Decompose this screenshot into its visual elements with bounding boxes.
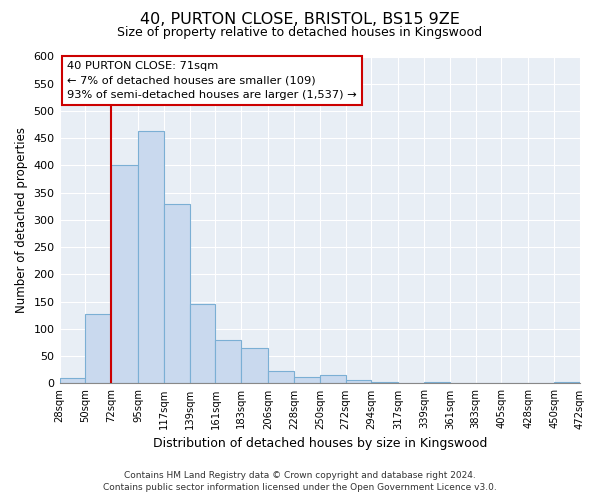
Text: Size of property relative to detached houses in Kingswood: Size of property relative to detached ho… (118, 26, 482, 39)
Bar (215, 340, 241, 384)
Y-axis label: Number of detached properties: Number of detached properties (15, 127, 28, 313)
Bar (371, 382, 398, 384)
Bar (138, 131, 164, 384)
Bar (59, 378, 85, 384)
Bar (241, 348, 268, 384)
Bar (294, 377, 320, 384)
Bar (190, 304, 215, 384)
Bar (268, 372, 294, 384)
Text: 40 PURTON CLOSE: 71sqm
← 7% of detached houses are smaller (109)
93% of semi-det: 40 PURTON CLOSE: 71sqm ← 7% of detached … (67, 62, 357, 100)
Text: Contains HM Land Registry data © Crown copyright and database right 2024.
Contai: Contains HM Land Registry data © Crown c… (103, 471, 497, 492)
Bar (164, 204, 190, 384)
Text: 40, PURTON CLOSE, BRISTOL, BS15 9ZE: 40, PURTON CLOSE, BRISTOL, BS15 9ZE (140, 12, 460, 28)
Bar (85, 314, 111, 384)
Bar (320, 374, 346, 384)
X-axis label: Distribution of detached houses by size in Kingswood: Distribution of detached houses by size … (152, 437, 487, 450)
Bar (554, 382, 580, 384)
Bar (111, 166, 138, 384)
Bar (346, 380, 371, 384)
Bar (424, 382, 450, 384)
